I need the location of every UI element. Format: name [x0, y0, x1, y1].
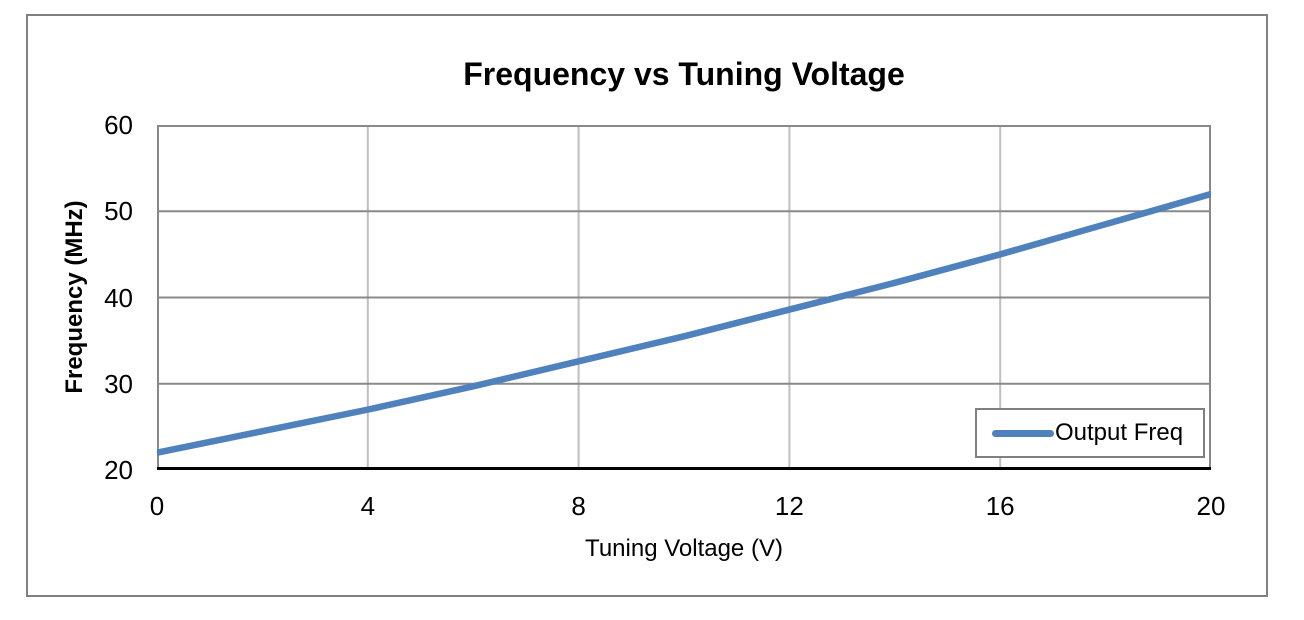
x-tick-label: 8 — [571, 491, 586, 521]
x-axis-title: Tuning Voltage (V) — [585, 535, 783, 562]
legend-label: Output Freq — [1055, 419, 1184, 446]
series-line-output-freq — [157, 190, 1211, 456]
x-tick-label: 12 — [774, 491, 804, 521]
x-tick-label: 20 — [1196, 491, 1226, 521]
x-tick-label: 0 — [149, 491, 165, 521]
y-tick-label: 60 — [104, 110, 133, 140]
plot-area — [157, 125, 1211, 470]
chart-frame — [26, 14, 1268, 597]
chart-title: Frequency vs Tuning Voltage — [463, 56, 905, 92]
legend-line-marker — [992, 429, 1054, 437]
x-tick-label: 16 — [985, 491, 1015, 521]
legend: Output Freq — [975, 408, 1205, 458]
y-tick-label: 30 — [104, 368, 133, 399]
y-tick-label: 20 — [104, 455, 133, 485]
y-tick-label: 40 — [104, 282, 133, 313]
y-tick-label: 50 — [104, 196, 133, 227]
x-tick-label: 4 — [360, 491, 376, 521]
